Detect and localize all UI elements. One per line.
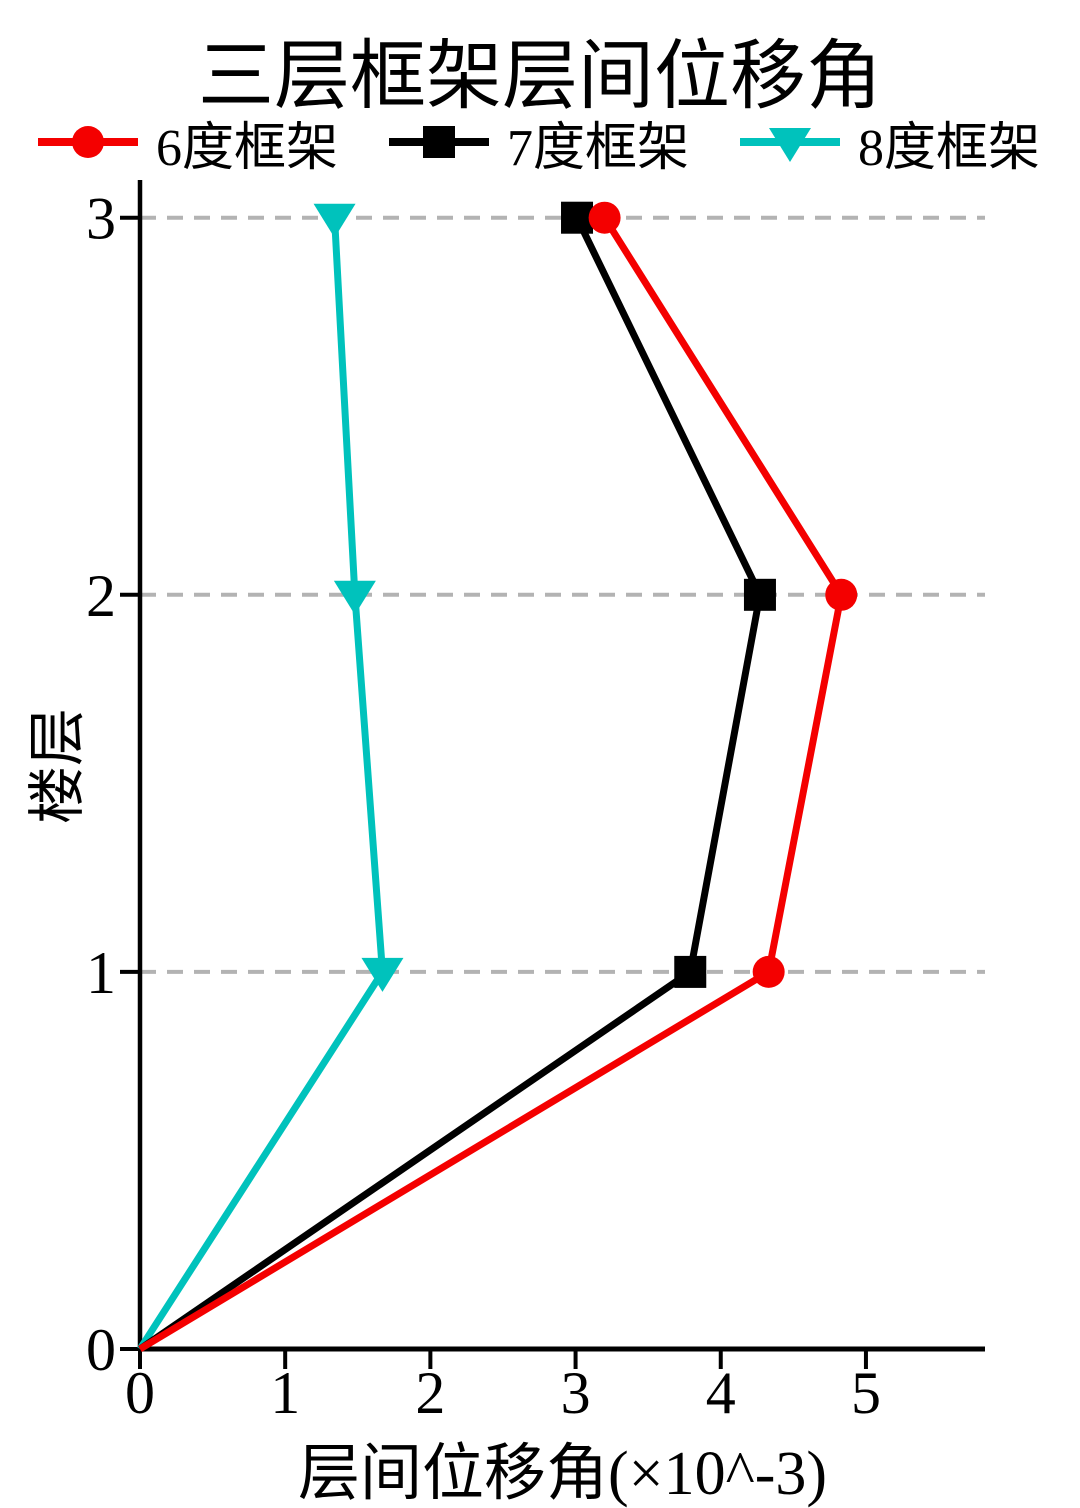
legend-marker bbox=[422, 126, 455, 158]
y-tick-label: 0 bbox=[86, 1317, 116, 1383]
y-tick-label: 2 bbox=[86, 563, 116, 629]
x-tick-label: 2 bbox=[415, 1360, 445, 1426]
legend-item-0: 6度框架 bbox=[36, 105, 338, 180]
series-marker-0 bbox=[752, 955, 785, 988]
series-2 bbox=[137, 203, 404, 1351]
y-axis-label: 楼层 bbox=[25, 707, 90, 825]
legend-swatch-triangle-down-icon bbox=[739, 128, 840, 162]
x-tick-label: 0 bbox=[125, 1360, 155, 1426]
series-0 bbox=[138, 201, 858, 1353]
series-marker-2 bbox=[333, 580, 376, 615]
series-marker-1 bbox=[743, 578, 776, 611]
legend-swatch-square-icon bbox=[388, 126, 489, 158]
y-tick-label: 3 bbox=[86, 186, 116, 252]
series-marker-1 bbox=[561, 201, 594, 234]
series-1 bbox=[138, 201, 776, 1352]
series-line-1 bbox=[138, 216, 764, 1352]
series-marker-2 bbox=[361, 957, 404, 992]
series-marker-0 bbox=[588, 201, 621, 234]
x-tick-label: 5 bbox=[851, 1360, 881, 1426]
series-line-0 bbox=[138, 215, 845, 1353]
series-marker-0 bbox=[825, 578, 858, 611]
legend-label: 7度框架 bbox=[506, 119, 689, 177]
legend-swatch-circle-icon bbox=[38, 126, 138, 158]
series-marker-2 bbox=[313, 203, 356, 238]
legend-marker bbox=[768, 128, 811, 162]
x-tick-label: 1 bbox=[270, 1360, 300, 1426]
legend-label: 8度框架 bbox=[857, 119, 1040, 177]
legend: 6度框架 7度框架 8度框架 bbox=[36, 108, 1040, 177]
x-axis-label: 层间位移角(×10^-3) bbox=[298, 1440, 827, 1508]
x-tick-label: 4 bbox=[706, 1360, 736, 1426]
series-marker-1 bbox=[674, 955, 707, 988]
legend-label: 6度框架 bbox=[156, 119, 339, 177]
chart-title: 三层框架层间位移角 bbox=[198, 35, 882, 119]
x-tick-label: 3 bbox=[561, 1360, 591, 1426]
series-line-2 bbox=[137, 217, 387, 1351]
legend-item-1: 7度框架 bbox=[387, 105, 689, 180]
legend-marker bbox=[72, 126, 104, 158]
y-tick-label: 1 bbox=[86, 940, 116, 1006]
legend-item-2: 8度框架 bbox=[738, 105, 1040, 180]
